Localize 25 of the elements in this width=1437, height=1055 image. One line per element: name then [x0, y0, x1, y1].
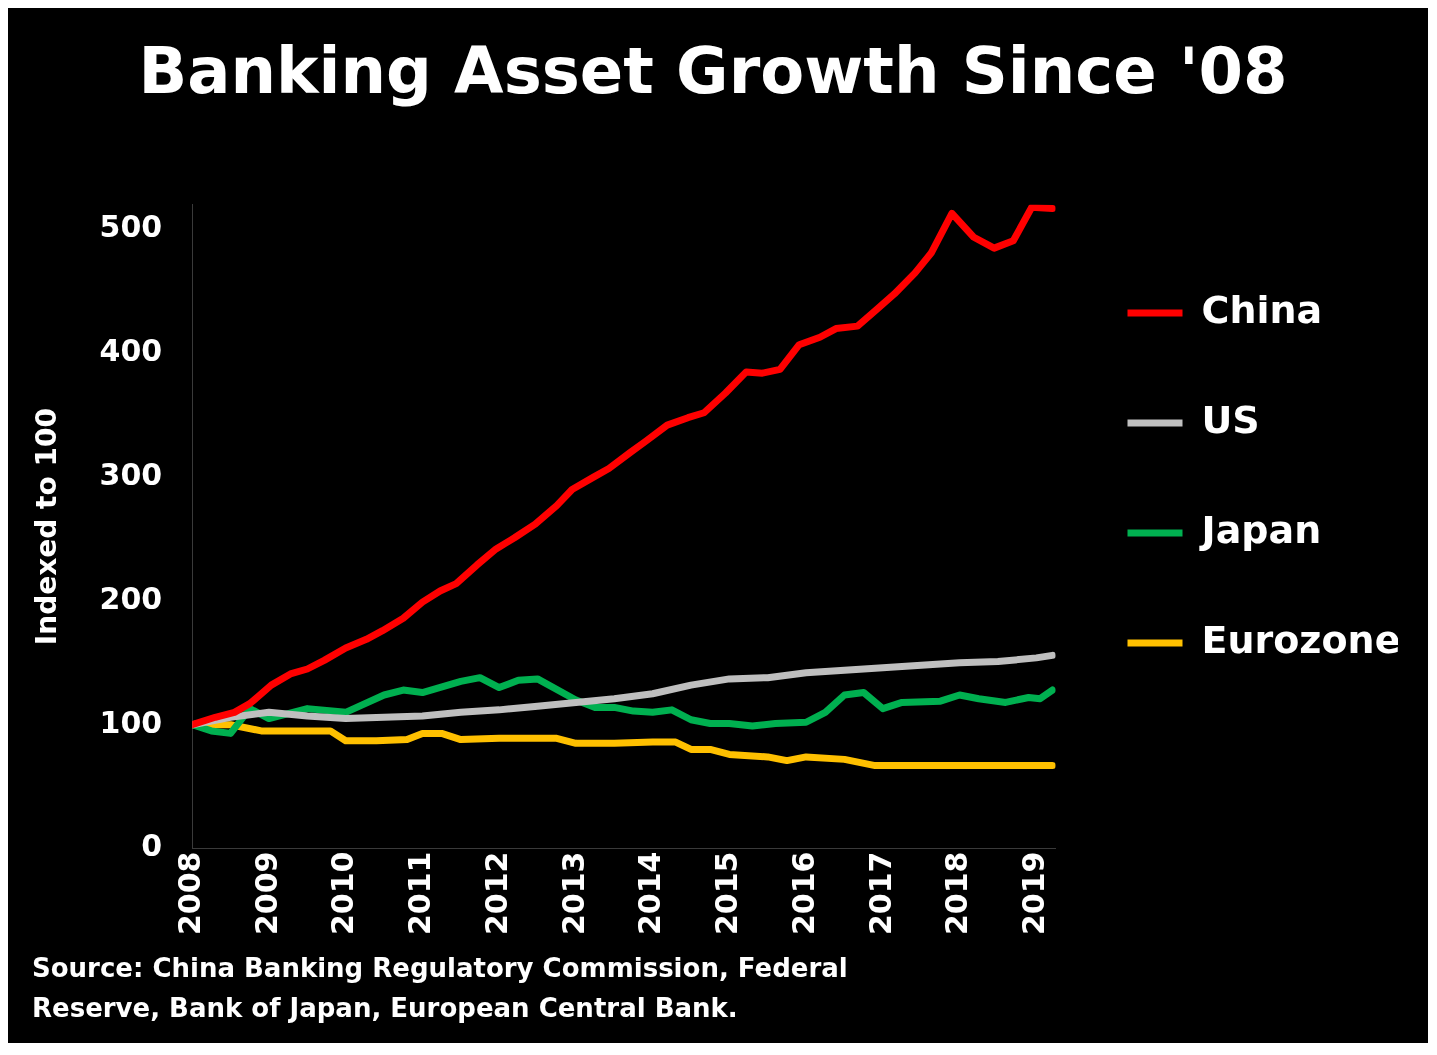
y-tick-label: 0	[141, 828, 163, 864]
y-tick-label: 400	[99, 333, 163, 369]
legend-label: Japan	[1198, 507, 1322, 552]
x-tick-label: 2011	[402, 851, 438, 935]
x-tick-label: 2012	[478, 851, 514, 935]
y-tick-label: 100	[99, 704, 163, 740]
x-tick-label: 2009	[248, 851, 284, 935]
x-tick-label: 2018	[939, 851, 975, 935]
legend-label: Eurozone	[1201, 617, 1401, 662]
x-tick-label: 2015	[709, 851, 745, 935]
x-tick-label: 2017	[862, 851, 898, 935]
legend-label: China	[1201, 287, 1323, 332]
x-tick-label: 2008	[172, 851, 208, 935]
y-tick-label: 500	[99, 209, 163, 245]
x-tick-label: 2013	[555, 851, 591, 935]
x-tick-label: 2014	[632, 851, 668, 935]
source-note: Source: China Banking Regulatory Commission, Federal Reserve, Bank of Japan, European Central Bank.	[31, 952, 849, 1025]
x-tick-label: 2019	[1016, 851, 1052, 935]
chart-title: Banking Asset Growth Since '08	[138, 34, 1288, 109]
x-tick-label: 2016	[785, 851, 821, 935]
x-tick-label: 2010	[325, 851, 361, 935]
legend-label: US	[1201, 397, 1260, 442]
y-axis-title: Indexed to 100	[30, 408, 64, 646]
y-tick-label: 300	[99, 456, 163, 492]
y-tick-label: 200	[99, 580, 163, 616]
